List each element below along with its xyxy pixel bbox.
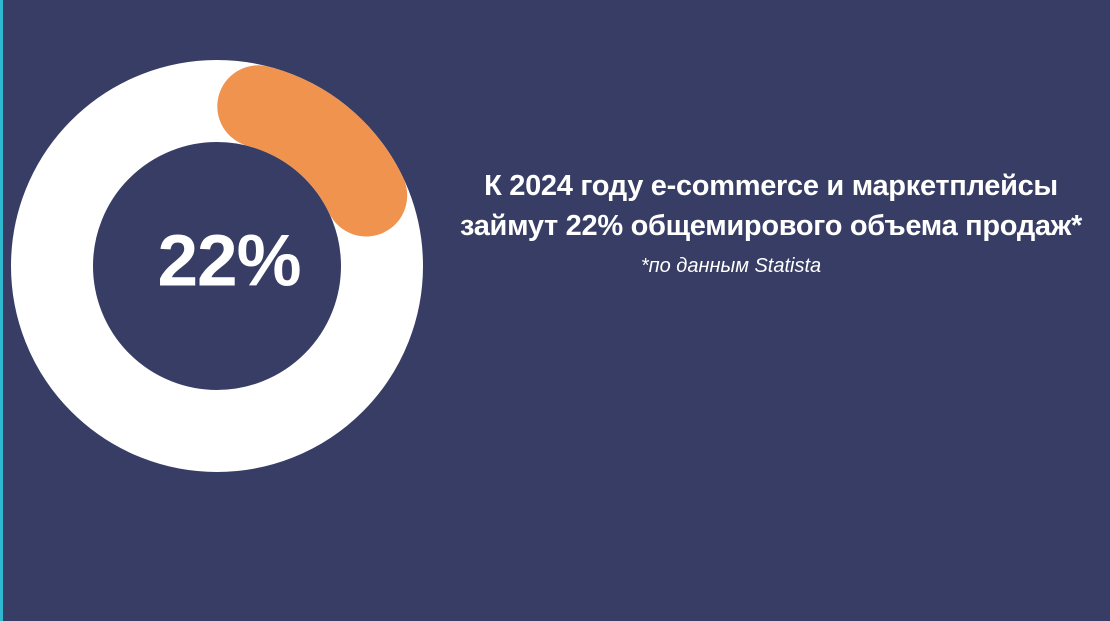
headline-line-1: К 2024 году e-commerce и маркетплейсы (484, 170, 1058, 202)
donut-arc-22 (217, 65, 408, 237)
source-note: *по данным Statista (640, 255, 822, 277)
left-accent-bar (0, 0, 3, 621)
headline: К 2024 году e-commerce и маркетплейсы за… (441, 166, 1101, 246)
donut-center-percent-label: 22% (157, 220, 301, 302)
headline-line-2: займут 22% общемирового объема продаж* (459, 210, 1082, 242)
donut-ring (11, 60, 423, 472)
